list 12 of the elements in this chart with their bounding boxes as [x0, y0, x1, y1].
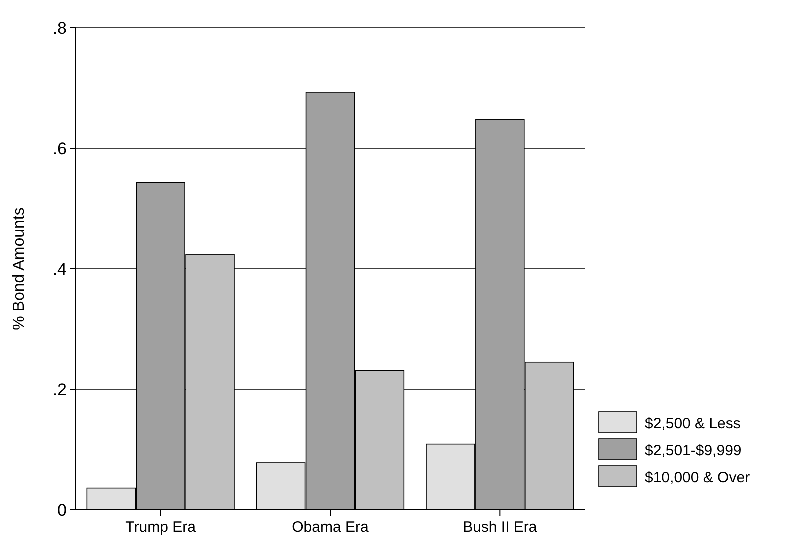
y-tick-label: 0 [58, 500, 67, 520]
y-tick-label: .8 [52, 18, 67, 38]
y-tick-label: .4 [52, 260, 67, 279]
y-axis-title: % Bond Amounts [11, 208, 28, 330]
x-tick-label: Bush II Era [463, 519, 538, 536]
x-tick-label: Obama Era [292, 519, 370, 536]
legend-label: $10,000 & Over [645, 469, 750, 486]
y-tick-label: .6 [52, 139, 67, 158]
legend-label: $2,501-$9,999 [645, 442, 742, 460]
x-tick-label: Trump Era [126, 519, 197, 536]
legend-label: $2,500 & Less [645, 415, 741, 432]
y-tick-label: .2 [52, 380, 67, 400]
